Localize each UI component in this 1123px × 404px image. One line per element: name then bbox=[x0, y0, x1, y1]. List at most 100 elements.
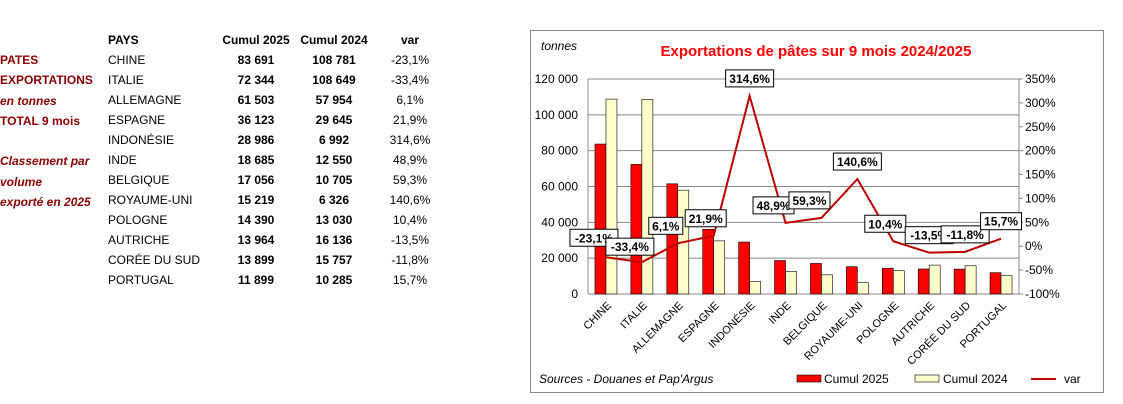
x-tick-label: CORÉE DU SUD bbox=[904, 299, 973, 368]
y2-tick-label: 200% bbox=[1025, 144, 1056, 158]
cumul-2025-cell: 14 390 bbox=[237, 213, 275, 227]
cumul-2024-cell: 10 705 bbox=[315, 173, 353, 187]
y2-tick-label: 350% bbox=[1025, 72, 1056, 86]
bar-cumul-2024 bbox=[857, 282, 869, 295]
table-row: BELGIQUE 17 056 10 705 59,3% bbox=[108, 173, 438, 193]
data-label: 48,9% bbox=[757, 199, 791, 213]
y-tick-label: 40 000 bbox=[541, 215, 578, 229]
var-cell: 48,9% bbox=[392, 153, 428, 167]
table-row: CORÉE DU SUD 13 899 15 757 -11,8% bbox=[108, 253, 438, 273]
table-row: ESPAGNE 36 123 29 645 21,9% bbox=[108, 113, 438, 133]
bar-cumul-2025 bbox=[881, 267, 894, 295]
data-label: 21,9% bbox=[689, 212, 723, 226]
legend-swatch-2025 bbox=[796, 374, 822, 383]
country-cell: BELGIQUE bbox=[108, 173, 170, 187]
cumul-2025-cell: 83 691 bbox=[237, 53, 275, 67]
cumul-2025-cell: 17 056 bbox=[237, 173, 275, 187]
y-tick-label: 120 000 bbox=[535, 72, 579, 86]
data-label-box bbox=[605, 237, 655, 256]
country-cell: AUTRICHE bbox=[108, 233, 170, 247]
y2-tick-label: 50% bbox=[1025, 215, 1049, 229]
table-header: PAYS Cumul 2025 Cumul 2024 var bbox=[108, 33, 438, 53]
bar-cumul-2024 bbox=[713, 240, 726, 295]
y-tick-label: 20 000 bbox=[541, 251, 578, 265]
x-tick-label: CHINE bbox=[581, 300, 614, 333]
bar-cumul-2024 bbox=[785, 271, 797, 295]
cumul-2024-cell: 108 781 bbox=[312, 53, 356, 67]
y2-tick-label: 0% bbox=[1025, 239, 1043, 253]
x-tick-label: ITALIE bbox=[618, 300, 650, 332]
bar-cumul-2025 bbox=[989, 272, 1002, 295]
y-tick-label: 0 bbox=[571, 287, 578, 301]
cumul-2025-cell: 61 503 bbox=[237, 93, 275, 107]
bar-cumul-2025 bbox=[630, 164, 643, 295]
data-label-box bbox=[648, 216, 684, 235]
table-row: PORTUGAL 11 899 10 285 15,7% bbox=[108, 273, 438, 293]
header-var: var bbox=[400, 33, 420, 47]
cumul-2024-cell: 12 550 bbox=[315, 153, 353, 167]
y2-tick-label: -100% bbox=[1025, 287, 1060, 301]
y-tick-label: 60 000 bbox=[541, 180, 578, 194]
cumul-2024-cell: 16 136 bbox=[315, 233, 353, 247]
x-tick-label: INDE bbox=[767, 300, 794, 327]
bar-cumul-2024 bbox=[964, 265, 977, 295]
cumul-2024-cell: 10 285 bbox=[315, 273, 353, 287]
source-note: Sources - Douanes et Pap'Argus bbox=[539, 372, 713, 386]
side-label: TOTAL 9 mois bbox=[0, 114, 81, 128]
data-label: 10,4% bbox=[868, 217, 902, 231]
data-label: -33,4% bbox=[611, 240, 649, 254]
bar-cumul-2025 bbox=[702, 228, 715, 295]
side-label: PATES bbox=[0, 53, 39, 67]
bar-cumul-2024 bbox=[749, 281, 761, 295]
var-line bbox=[605, 92, 1002, 264]
cumul-2024-cell: 29 645 bbox=[315, 113, 353, 127]
data-label: 15,7% bbox=[984, 215, 1018, 229]
data-label-box bbox=[684, 209, 727, 228]
var-cell: 314,6% bbox=[389, 133, 431, 147]
header-cumul-2025: Cumul 2025 bbox=[222, 33, 290, 47]
cumul-2024-cell: 6 326 bbox=[318, 193, 350, 207]
chart-title: Exportations de pâtes sur 9 mois 2024/20… bbox=[661, 43, 972, 60]
chart-frame: 0 20 000 40 000 60 000 80 000 100 000 120 000 -… bbox=[530, 30, 1104, 393]
cumul-2024-cell: 13 030 bbox=[315, 213, 353, 227]
cumul-2025-cell: 11 899 bbox=[237, 273, 275, 287]
cumul-2025-cell: 36 123 bbox=[237, 113, 275, 127]
data-label: -13,5% bbox=[910, 229, 948, 243]
bar-cumul-2025 bbox=[846, 266, 858, 295]
var-cell: 15,7% bbox=[392, 273, 428, 287]
legend-label: Cumul 2024 bbox=[943, 372, 1008, 386]
side-label: en tonnes bbox=[0, 94, 57, 108]
bar-cumul-2024 bbox=[1000, 275, 1013, 295]
bar-line-chart: 0 20 000 40 000 60 000 80 000 100 000 120 000 -… bbox=[535, 39, 1081, 386]
side-label: EXPORTATIONS bbox=[0, 73, 93, 87]
table-row: INDE 18 685 12 550 48,9% bbox=[108, 153, 438, 173]
cumul-2024-cell: 15 757 bbox=[315, 253, 353, 267]
table-row: POLOGNE 14 390 13 030 10,4% bbox=[108, 213, 438, 233]
bar-cumul-2025 bbox=[917, 268, 930, 295]
y-tick-label: 100 000 bbox=[535, 108, 579, 122]
table-row: INDONÉSIE 28 986 6 992 314,6% bbox=[108, 133, 438, 153]
y-axis-label: tonnes bbox=[541, 39, 577, 53]
table-row: AUTRICHE 13 964 16 136 -13,5% bbox=[108, 233, 438, 253]
side-label: exporté en 2025 bbox=[0, 195, 91, 209]
country-cell: CHINE bbox=[108, 53, 146, 67]
var-cell: 6,1% bbox=[396, 93, 424, 107]
table-row: ROYAUME-UNI 15 219 6 326 140,6% bbox=[108, 193, 438, 213]
var-cell: 21,9% bbox=[392, 113, 428, 127]
y2-tick-label: 300% bbox=[1025, 96, 1056, 110]
country-cell: INDONÉSIE bbox=[108, 133, 175, 147]
bar-cumul-2024 bbox=[641, 99, 654, 295]
table-row: CHINE 83 691 108 781 -23,1% bbox=[108, 53, 438, 73]
legend-label: var bbox=[1064, 372, 1081, 386]
bar-cumul-2024 bbox=[605, 98, 618, 295]
country-cell: ITALIE bbox=[108, 73, 144, 87]
cumul-2025-cell: 18 685 bbox=[237, 153, 275, 167]
bar-cumul-2024 bbox=[928, 264, 941, 295]
cumul-2025-cell: 13 964 bbox=[237, 233, 275, 247]
country-cell: POLOGNE bbox=[108, 213, 168, 227]
bar-cumul-2025 bbox=[666, 183, 679, 295]
data-label: -23,1% bbox=[575, 231, 613, 245]
legend-swatch-2024 bbox=[914, 374, 940, 383]
y2-tick-label: 100% bbox=[1025, 191, 1056, 205]
header-cumul-2024: Cumul 2024 bbox=[300, 33, 368, 47]
